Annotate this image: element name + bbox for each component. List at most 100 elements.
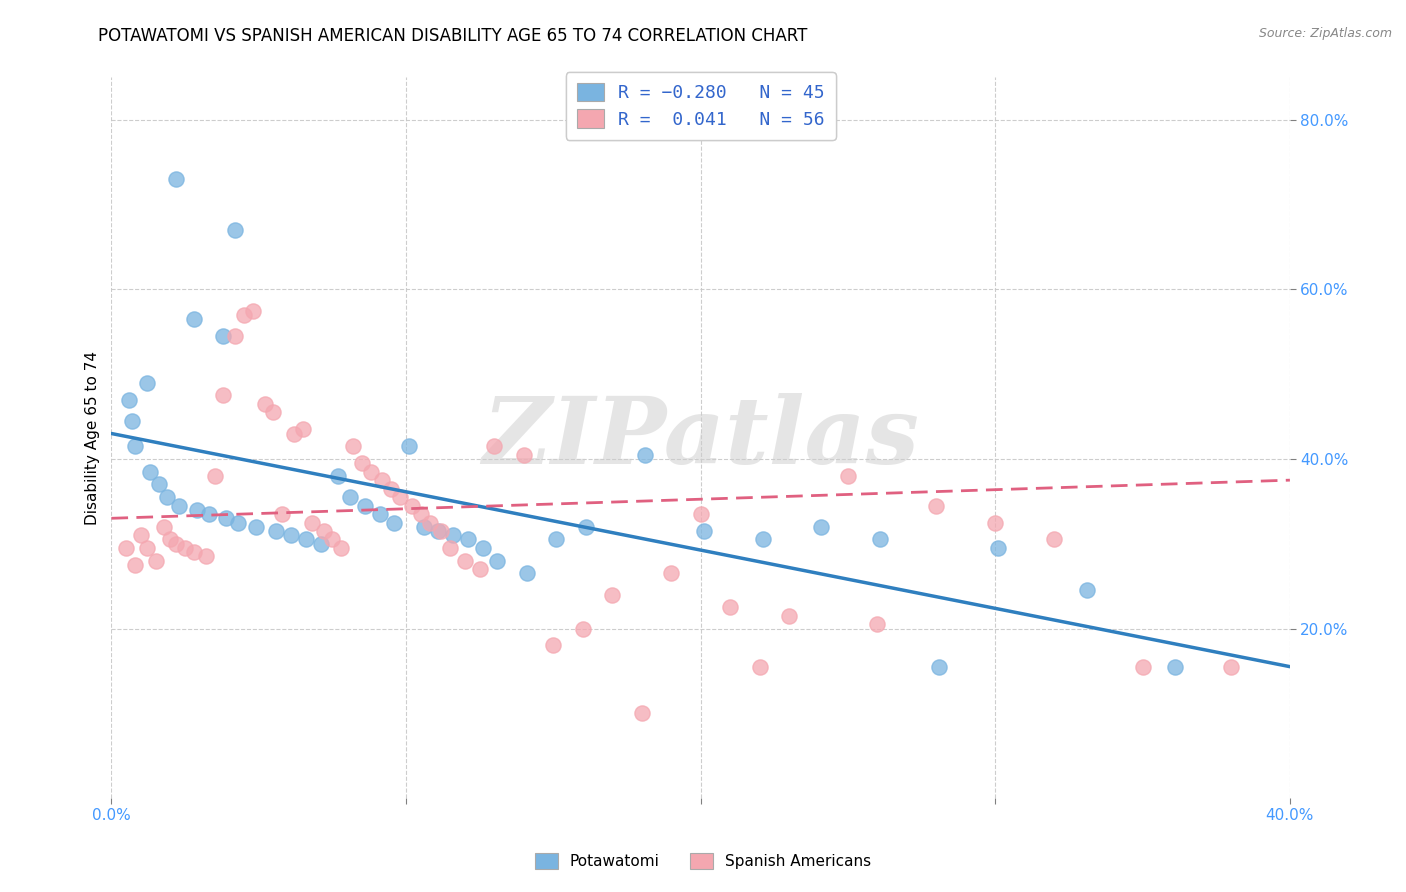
Point <box>634 448 657 462</box>
Point <box>291 422 314 436</box>
Point <box>419 516 441 530</box>
Point <box>183 312 205 326</box>
Y-axis label: Disability Age 65 to 74: Disability Age 65 to 74 <box>86 351 100 524</box>
Point <box>401 499 423 513</box>
Point <box>398 439 420 453</box>
Point <box>124 439 146 453</box>
Legend: R = −0.280   N = 45, R =  0.041   N = 56: R = −0.280 N = 45, R = 0.041 N = 56 <box>565 72 835 140</box>
Point <box>484 439 506 453</box>
Point <box>186 503 208 517</box>
Point <box>165 172 187 186</box>
Point <box>1043 533 1066 547</box>
Point <box>866 617 889 632</box>
Point <box>692 524 714 538</box>
Point <box>513 448 536 462</box>
Point <box>486 554 509 568</box>
Point <box>380 482 402 496</box>
Point <box>115 541 138 555</box>
Point <box>630 706 652 721</box>
Point <box>226 516 249 530</box>
Point <box>212 329 235 343</box>
Point <box>869 533 891 547</box>
Point <box>439 541 461 555</box>
Point <box>309 537 332 551</box>
Text: Source: ZipAtlas.com: Source: ZipAtlas.com <box>1258 27 1392 40</box>
Point <box>427 524 450 538</box>
Point <box>748 659 770 673</box>
Point <box>233 308 256 322</box>
Point <box>1076 583 1098 598</box>
Point <box>1220 659 1243 673</box>
Point <box>689 507 711 521</box>
Point <box>928 659 950 673</box>
Point <box>1164 659 1187 673</box>
Point <box>135 541 157 555</box>
Point <box>165 537 187 551</box>
Point <box>925 499 948 513</box>
Point <box>412 520 434 534</box>
Point <box>810 520 832 534</box>
Point <box>468 562 491 576</box>
Point <box>224 223 246 237</box>
Point <box>328 469 350 483</box>
Point <box>600 588 623 602</box>
Legend: Potawatomi, Spanish Americans: Potawatomi, Spanish Americans <box>529 847 877 875</box>
Point <box>174 541 197 555</box>
Point <box>129 528 152 542</box>
Point <box>148 477 170 491</box>
Point <box>245 520 267 534</box>
Text: ZIPatlas: ZIPatlas <box>482 392 920 483</box>
Point <box>283 426 305 441</box>
Point <box>262 405 284 419</box>
Point <box>271 507 294 521</box>
Point <box>751 533 773 547</box>
Point <box>312 524 335 538</box>
Point <box>441 528 464 542</box>
Point <box>987 541 1010 555</box>
Point <box>118 392 141 407</box>
Point <box>295 533 318 547</box>
Point <box>454 554 477 568</box>
Text: POTAWATOMI VS SPANISH AMERICAN DISABILITY AGE 65 TO 74 CORRELATION CHART: POTAWATOMI VS SPANISH AMERICAN DISABILIT… <box>98 27 808 45</box>
Point <box>135 376 157 390</box>
Point <box>572 622 595 636</box>
Point <box>266 524 288 538</box>
Point <box>197 507 219 521</box>
Point <box>546 533 568 547</box>
Point <box>183 545 205 559</box>
Point <box>224 329 246 343</box>
Point <box>371 473 394 487</box>
Point <box>430 524 453 538</box>
Point <box>516 566 538 581</box>
Point <box>718 600 741 615</box>
Point <box>215 511 238 525</box>
Point <box>253 397 276 411</box>
Point <box>156 490 179 504</box>
Point <box>339 490 361 504</box>
Point <box>124 558 146 572</box>
Point <box>301 516 323 530</box>
Point <box>342 439 364 453</box>
Point <box>543 639 565 653</box>
Point <box>280 528 302 542</box>
Point <box>471 541 494 555</box>
Point <box>368 507 391 521</box>
Point <box>575 520 598 534</box>
Point <box>837 469 859 483</box>
Point <box>1132 659 1154 673</box>
Point <box>153 520 176 534</box>
Point <box>194 549 217 564</box>
Point <box>321 533 343 547</box>
Point <box>159 533 181 547</box>
Point <box>204 469 226 483</box>
Point <box>212 388 235 402</box>
Point <box>382 516 405 530</box>
Point <box>659 566 682 581</box>
Point <box>242 303 264 318</box>
Point <box>138 465 160 479</box>
Point <box>778 608 800 623</box>
Point <box>121 414 143 428</box>
Point <box>457 533 479 547</box>
Point <box>167 499 190 513</box>
Point <box>350 456 373 470</box>
